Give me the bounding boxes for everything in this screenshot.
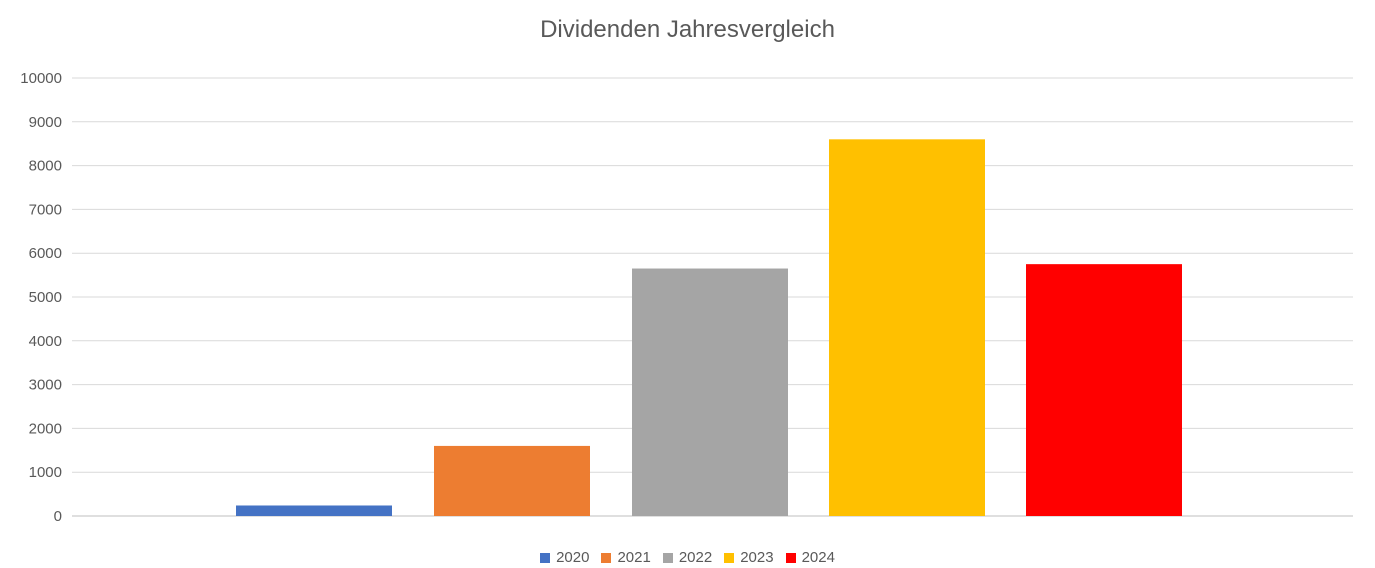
y-tick-label: 0 bbox=[54, 508, 62, 525]
legend: 2020 2021 2022 2023 2024 bbox=[0, 549, 1375, 566]
legend-item-2022: 2022 bbox=[662, 549, 713, 566]
legend-swatch bbox=[785, 552, 796, 563]
legend-label: 2021 bbox=[617, 549, 651, 566]
legend-swatch bbox=[601, 552, 612, 563]
legend-label: 2023 bbox=[740, 549, 774, 566]
bar-2023 bbox=[829, 139, 985, 516]
legend-swatch bbox=[540, 552, 551, 563]
legend-label: 2022 bbox=[678, 549, 713, 566]
legend-item-2020: 2020 bbox=[540, 549, 589, 566]
bar-2021 bbox=[434, 445, 590, 516]
y-tick-label: 8000 bbox=[29, 158, 62, 175]
bar-2022 bbox=[632, 268, 788, 516]
y-tick-label: 7000 bbox=[29, 201, 62, 218]
y-tick-label: 5000 bbox=[29, 289, 62, 306]
y-tick-label: 1000 bbox=[29, 464, 62, 481]
legend-item-2021: 2021 bbox=[601, 549, 651, 566]
bar-2024 bbox=[1026, 264, 1182, 516]
legend-swatch bbox=[724, 552, 735, 563]
chart-title: Dividenden Jahresvergleich bbox=[540, 16, 835, 43]
y-tick-label: 3000 bbox=[29, 377, 62, 394]
legend-item-2024: 2024 bbox=[785, 549, 835, 566]
y-tick-label: 9000 bbox=[29, 114, 62, 131]
bar-2020 bbox=[236, 505, 392, 516]
legend-swatch bbox=[662, 552, 673, 563]
y-tick-label: 4000 bbox=[29, 333, 62, 350]
y-tick-label: 2000 bbox=[29, 420, 62, 437]
y-tick-label: 10000 bbox=[20, 70, 62, 87]
y-tick-label: 6000 bbox=[29, 245, 62, 262]
legend-label: 2024 bbox=[801, 549, 835, 566]
legend-item-2023: 2023 bbox=[724, 549, 774, 566]
legend-label: 2020 bbox=[556, 549, 590, 566]
